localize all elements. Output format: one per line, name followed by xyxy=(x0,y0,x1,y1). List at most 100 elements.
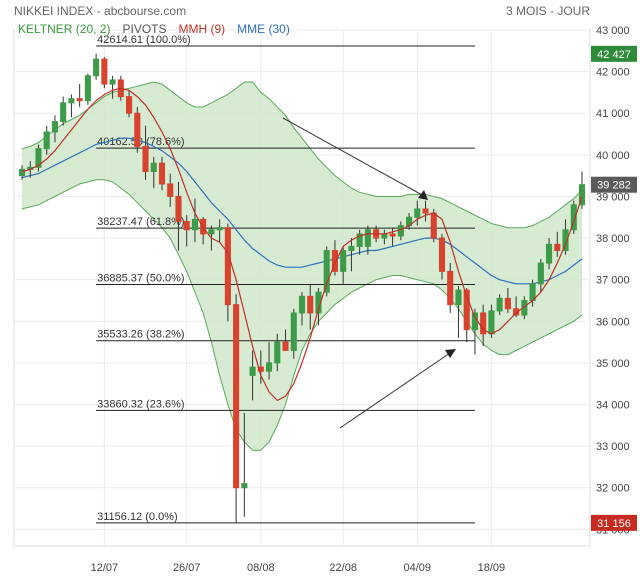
candle-body xyxy=(208,229,215,235)
keltner-upper-line xyxy=(21,81,583,229)
candle xyxy=(183,215,190,247)
candle xyxy=(348,238,355,272)
candle xyxy=(60,96,67,126)
y-tick-label: 33 000 xyxy=(596,441,630,453)
candle xyxy=(126,90,133,118)
trend-arrow-down xyxy=(282,117,425,197)
candle xyxy=(364,225,371,255)
candle-body xyxy=(463,289,470,331)
y-tick-label: 38 000 xyxy=(596,233,630,245)
candle xyxy=(224,223,231,322)
price-badge-bg xyxy=(591,514,637,531)
candle-body xyxy=(51,121,58,133)
mme-30-line xyxy=(21,137,583,285)
candle-body xyxy=(496,297,503,312)
candle-body xyxy=(167,183,174,197)
candle-body xyxy=(126,96,133,114)
candle-body xyxy=(216,227,223,231)
candle-body xyxy=(158,162,166,185)
candle xyxy=(521,296,528,320)
candle-body xyxy=(488,310,495,335)
candle-body xyxy=(142,146,149,172)
y-tick-label: 37 000 xyxy=(596,275,630,287)
candle-body xyxy=(249,366,256,376)
candle-body xyxy=(43,131,50,150)
candle xyxy=(274,333,281,372)
candle xyxy=(570,200,577,234)
candle-body xyxy=(381,233,388,239)
candle-body xyxy=(224,227,231,306)
candle xyxy=(51,115,58,143)
pivot-label: 40162.50 (78.6%) xyxy=(97,136,184,148)
candle-body xyxy=(274,341,281,364)
candle xyxy=(43,125,50,155)
candle-body xyxy=(546,243,553,264)
y-tick-label: 40 000 xyxy=(596,150,630,162)
candle xyxy=(216,219,223,243)
price-badge-bg xyxy=(591,45,637,62)
candle-body xyxy=(356,233,363,247)
candle xyxy=(93,53,100,80)
candle-body xyxy=(471,312,478,331)
period-label: 3 MOIS - JOUR xyxy=(505,4,590,18)
x-tick-label: 08/08 xyxy=(247,562,275,574)
price-badge-high: 42 427 xyxy=(591,45,637,62)
candle xyxy=(175,181,182,251)
candle-body xyxy=(266,362,273,372)
candle xyxy=(76,84,83,107)
price-badge-last: 39 282 xyxy=(591,176,637,193)
price-badge-label: 31 156 xyxy=(597,518,631,530)
price-badge-label: 39 282 xyxy=(597,180,631,192)
candle xyxy=(422,200,429,222)
candle xyxy=(191,198,198,243)
candle xyxy=(84,73,91,105)
y-tick-label: 41 000 xyxy=(596,108,630,120)
legend-keltner[interactable]: KELTNER (20, 2) xyxy=(18,22,111,36)
candle xyxy=(504,288,511,313)
legend-mmh[interactable]: MMH (9) xyxy=(178,22,226,36)
candle-body xyxy=(233,304,240,489)
candle-body xyxy=(348,245,355,252)
y-tick-label: 43 000 xyxy=(596,25,630,37)
candle-body xyxy=(290,312,297,351)
y-tick-label: 42 000 xyxy=(596,67,630,79)
y-tick-label: 36 000 xyxy=(596,316,630,328)
candle-body xyxy=(447,270,454,306)
candle xyxy=(167,173,174,207)
x-tick-label: 18/09 xyxy=(478,562,506,574)
candle-body xyxy=(430,212,437,239)
candle xyxy=(438,233,446,280)
candle xyxy=(249,350,256,401)
candle-body xyxy=(175,195,182,222)
candle-body xyxy=(241,483,248,489)
candle xyxy=(266,342,273,380)
candle xyxy=(537,258,544,293)
candle xyxy=(480,304,487,347)
candle xyxy=(389,227,396,247)
candle xyxy=(109,75,116,99)
candle-body xyxy=(331,250,338,272)
candle-body xyxy=(422,208,429,214)
candle-body xyxy=(570,204,577,231)
legend-mme[interactable]: MME (30) xyxy=(237,22,290,36)
arrowhead-down xyxy=(418,190,428,200)
candle-body xyxy=(257,366,264,372)
candle-body xyxy=(68,98,75,104)
candle-body xyxy=(389,233,396,237)
candle xyxy=(298,292,306,326)
candle-body xyxy=(397,225,404,237)
candle xyxy=(546,238,553,270)
candle xyxy=(101,57,108,89)
candle xyxy=(455,285,462,338)
candle xyxy=(150,156,157,189)
pivot-label: 35533.26 (38.2%) xyxy=(97,329,184,341)
candle-body xyxy=(60,102,67,123)
candle xyxy=(578,171,586,209)
candle xyxy=(257,350,264,384)
candle-body xyxy=(35,148,42,168)
y-tick-label: 39 000 xyxy=(596,191,630,203)
legend-pivots[interactable]: PIVOTS xyxy=(122,22,167,36)
price-badge-low: 31 156 xyxy=(591,514,637,531)
candle-body xyxy=(18,168,26,177)
